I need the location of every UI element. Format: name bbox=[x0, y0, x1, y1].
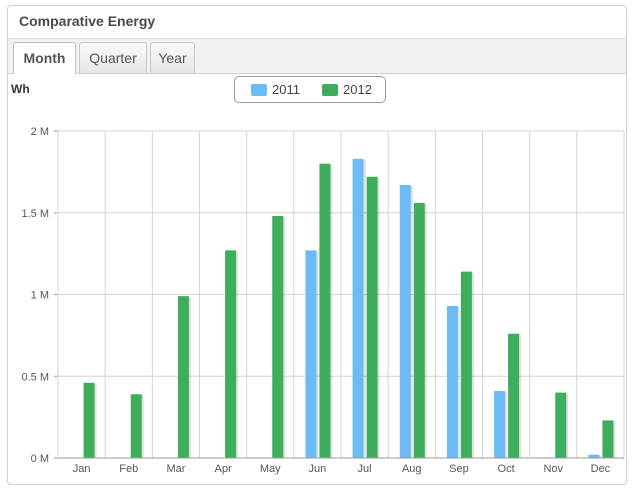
x-tick-label: Jan bbox=[73, 463, 91, 475]
y-tick-label: 0.5 M bbox=[21, 371, 49, 383]
bar-2011-jul bbox=[352, 158, 364, 459]
x-tick-label: Mar bbox=[166, 463, 185, 475]
x-tick-label: May bbox=[260, 463, 281, 475]
bar-2011-oct bbox=[494, 390, 506, 458]
y-tick-label: 1 M bbox=[31, 290, 49, 302]
chart-legend: 2011 2012 bbox=[234, 76, 386, 103]
bar-2011-jun bbox=[305, 250, 317, 458]
legend-label-2011: 2011 bbox=[272, 82, 300, 97]
legend-label-2012: 2012 bbox=[343, 82, 372, 97]
x-tick-label: Apr bbox=[215, 463, 232, 475]
legend-swatch-2012 bbox=[322, 84, 338, 96]
bar-2012-jan bbox=[83, 382, 95, 458]
bar-2012-jul bbox=[366, 176, 378, 458]
bar-2012-mar bbox=[177, 296, 189, 458]
x-tick-label: Feb bbox=[119, 463, 138, 475]
x-tick-label: Jun bbox=[309, 463, 327, 475]
bar-2011-sep bbox=[446, 305, 458, 458]
x-tick-label: Nov bbox=[543, 463, 563, 475]
bar-2012-feb bbox=[130, 394, 142, 458]
x-tick-label: Dec bbox=[591, 463, 611, 475]
bar-2012-aug bbox=[413, 202, 425, 458]
panel-title: Comparative Energy bbox=[19, 13, 156, 29]
y-tick-label: 1.5 M bbox=[21, 208, 49, 220]
legend-swatch-2011 bbox=[251, 84, 267, 96]
x-tick-label: Sep bbox=[449, 463, 469, 475]
bar-2012-dec bbox=[602, 420, 614, 458]
y-tick-label: 2 M bbox=[31, 126, 49, 138]
bar-2011-aug bbox=[399, 184, 411, 458]
bar-2012-jun bbox=[319, 163, 331, 458]
y-tick-label: 0 M bbox=[31, 453, 49, 465]
bar-2011-dec bbox=[588, 454, 600, 458]
period-tabbar: Month Quarter Year bbox=[8, 38, 626, 74]
bar-2012-sep bbox=[460, 271, 472, 458]
bar-2012-may bbox=[272, 216, 284, 458]
x-tick-label: Aug bbox=[402, 463, 422, 475]
bar-2012-oct bbox=[508, 333, 520, 458]
tab-quarter[interactable]: Quarter bbox=[79, 42, 147, 73]
tab-month[interactable]: Month bbox=[13, 42, 76, 74]
bar-2012-nov bbox=[555, 392, 567, 458]
x-tick-label: Jul bbox=[358, 463, 372, 475]
y-axis-unit-label: Wh bbox=[11, 82, 30, 96]
x-tick-label: Oct bbox=[498, 463, 515, 475]
bar-2012-apr bbox=[225, 250, 237, 458]
tab-year[interactable]: Year bbox=[150, 42, 195, 73]
